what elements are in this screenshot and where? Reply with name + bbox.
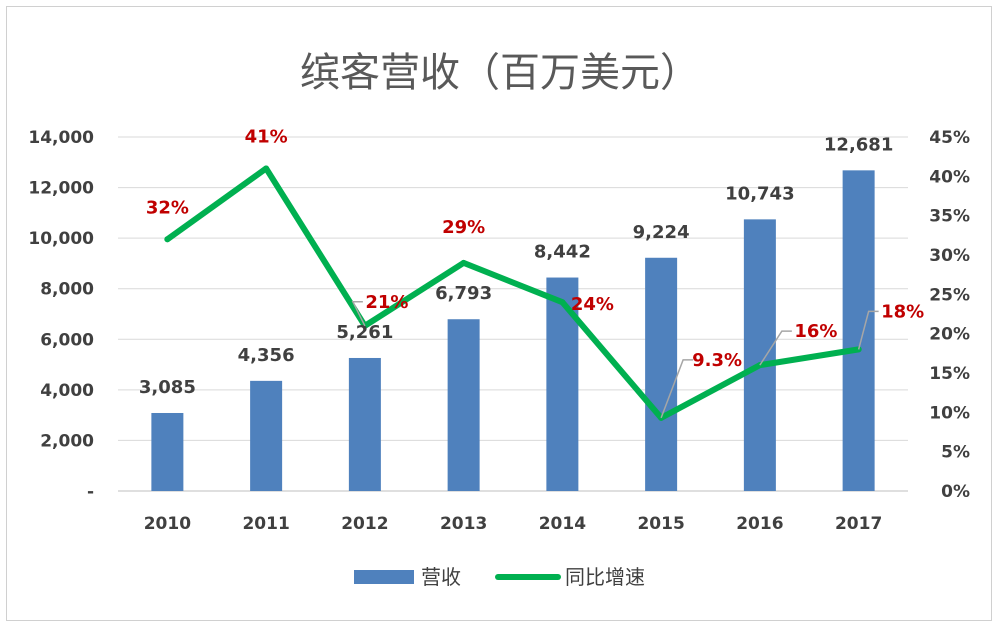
- x-tick-label: 2013: [440, 514, 487, 534]
- y-right-tick-label: 30%: [929, 246, 970, 266]
- y-right-tick-label: 20%: [929, 325, 970, 345]
- legend-swatch-revenue: [354, 570, 414, 584]
- legend-label-growth: 同比增速: [565, 565, 645, 589]
- bar: [151, 412, 184, 491]
- growth-line: [164, 165, 862, 421]
- x-tick-label: 2014: [539, 514, 586, 534]
- x-tick-label: 2016: [736, 514, 783, 534]
- y-left-tick-label: 12,000: [28, 179, 94, 199]
- line-data-label: 9.3%: [692, 350, 742, 371]
- y-right-tick-label: 45%: [929, 128, 970, 148]
- y-left-tick-label: 6,000: [40, 330, 94, 350]
- legend-label-revenue: 营收: [421, 565, 461, 589]
- y-right-tick-label: 25%: [929, 285, 970, 305]
- y-right-tick-label: 0%: [941, 482, 970, 502]
- chart-frame: [6, 6, 992, 621]
- bar-data-label: 10,743: [725, 183, 794, 204]
- label-leader-line: [351, 301, 366, 327]
- bar-data-label: 8,442: [534, 242, 591, 263]
- bar: [348, 357, 381, 491]
- line-data-label: 24%: [571, 294, 614, 315]
- y-right-tick-label: 5%: [941, 443, 970, 463]
- bar: [250, 380, 283, 491]
- bar-data-label: 9,224: [633, 222, 690, 243]
- line-data-label: 41%: [245, 126, 288, 147]
- y-right-tick-label: 40%: [929, 167, 970, 187]
- bar: [645, 257, 678, 491]
- x-tick-label: 2015: [637, 514, 684, 534]
- bar-data-label: 12,681: [824, 134, 893, 155]
- line-data-label: 16%: [794, 321, 837, 342]
- y-left-tick-label: 4,000: [40, 381, 94, 401]
- x-tick-label: 2012: [341, 514, 388, 534]
- y-left-tick-label: 8,000: [40, 280, 94, 300]
- line-data-label: 18%: [881, 301, 924, 322]
- bar-data-label: 4,356: [238, 345, 295, 366]
- y-right-tick-label: 35%: [929, 207, 970, 227]
- line-point: [263, 165, 270, 172]
- label-leader-line: [660, 359, 694, 419]
- y-left-tick-label: 2,000: [40, 431, 94, 451]
- line-data-label: 32%: [146, 197, 189, 218]
- x-tick-label: 2010: [144, 514, 191, 534]
- bar: [743, 219, 776, 491]
- y-right-tick-label: 15%: [929, 364, 970, 384]
- y-right-tick-label: 10%: [929, 403, 970, 423]
- bar-data-label: 3,085: [139, 377, 196, 398]
- bar-data-label: 5,261: [336, 322, 393, 343]
- label-leader-line: [759, 330, 792, 366]
- line-point: [164, 236, 171, 243]
- x-tick-label: 2011: [242, 514, 289, 534]
- y-left-tick-label: -: [87, 482, 94, 502]
- x-tick-label: 2017: [835, 514, 882, 534]
- line-data-label: 21%: [365, 292, 408, 313]
- label-leader-line: [857, 310, 879, 350]
- chart-title: 缤客营收（百万美元）: [300, 50, 700, 96]
- bar: [447, 319, 480, 491]
- line-point: [460, 259, 467, 266]
- y-left-tick-label: 14,000: [28, 128, 94, 148]
- y-left-tick-label: 10,000: [28, 229, 94, 249]
- bar-data-label: 6,793: [435, 283, 492, 304]
- line-point: [559, 299, 566, 306]
- line-data-label: 29%: [442, 217, 485, 238]
- bar: [842, 170, 875, 491]
